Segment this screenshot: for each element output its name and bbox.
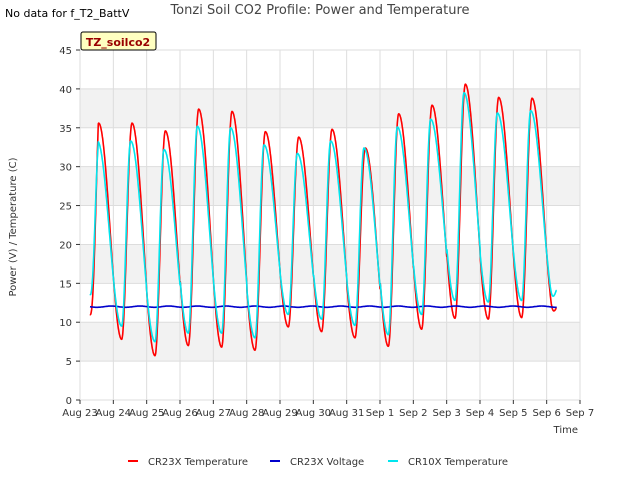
x-tick-label: Aug 25 <box>129 408 164 419</box>
y-axis-ticks: 0 5 10 15 20 25 30 35 40 45 <box>59 46 80 407</box>
x-tick-label: Sep 7 <box>566 408 594 419</box>
x-tick-label: Aug 28 <box>229 408 264 419</box>
y-tick-label: 30 <box>59 163 72 174</box>
x-tick-label: Aug 27 <box>196 408 231 419</box>
site-tag-box <box>80 31 157 51</box>
x-tick-label: Aug 29 <box>262 408 297 419</box>
legend-label: CR10X Temperature <box>408 457 508 468</box>
chart-title: Tonzi Soil CO2 Profile: Power and Temper… <box>170 3 470 18</box>
x-tick-label: Aug 24 <box>96 408 131 419</box>
x-tick-label: Sep 5 <box>499 408 527 419</box>
grid-lines <box>79 49 581 401</box>
x-tick-label: Aug 30 <box>296 408 331 419</box>
x-tick-label: Sep 4 <box>466 408 494 419</box>
grid-band <box>80 88 580 128</box>
y-tick-label: 25 <box>59 202 72 213</box>
x-tick-label: Sep 1 <box>366 408 394 419</box>
grid-bands <box>80 88 580 362</box>
x-tick-label: Aug 23 <box>62 408 97 419</box>
grid-band <box>80 322 580 362</box>
y-tick-label: 20 <box>59 240 72 251</box>
y-tick-label: 0 <box>66 396 72 407</box>
no-data-message: No data for f_T2_BattV <box>5 7 130 20</box>
legend: CR23X Temperature CR23X Voltage CR10X Temp… <box>128 457 508 468</box>
x-tick-label: Aug 31 <box>329 408 364 419</box>
x-axis-label: Time <box>553 425 578 436</box>
x-tick-label: Aug 26 <box>162 408 197 419</box>
grid-band <box>80 166 580 206</box>
x-tick-label: Sep 2 <box>399 408 427 419</box>
site-tag: TZ_soilco2 <box>80 31 157 51</box>
y-tick-label: 5 <box>66 357 72 368</box>
y-tick-label: 35 <box>59 124 72 135</box>
legend-label: CR23X Temperature <box>148 457 248 468</box>
x-tick-label: Sep 3 <box>432 408 460 419</box>
y-axis-label: Power (V) / Temperature (C) <box>8 157 19 296</box>
site-tag-label: TZ_soilco2 <box>86 36 150 49</box>
series-layer <box>89 83 558 357</box>
y-tick-label: 15 <box>59 279 72 290</box>
grid-band <box>80 244 580 284</box>
y-tick-label: 45 <box>59 46 72 57</box>
legend-label: CR23X Voltage <box>290 457 364 468</box>
series-line-cr10x-temperature <box>89 92 558 343</box>
y-tick-label: 40 <box>59 85 72 96</box>
x-tick-label: Sep 6 <box>532 408 560 419</box>
y-tick-label: 10 <box>59 318 72 329</box>
